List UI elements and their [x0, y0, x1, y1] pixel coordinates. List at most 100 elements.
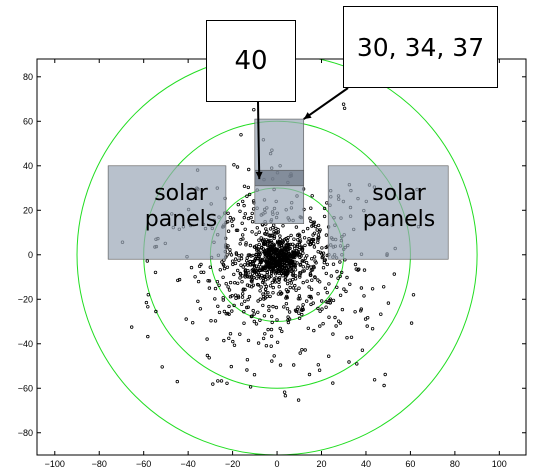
- scatter-point: [285, 294, 289, 299]
- scatter-point: [331, 381, 335, 385]
- scatter-point: [264, 227, 268, 231]
- scatter-point: [248, 385, 253, 389]
- scatter-point: [303, 243, 307, 248]
- scatter-point: [271, 304, 275, 309]
- scatter-point: [265, 273, 269, 277]
- scatter-point: [320, 246, 324, 250]
- scatter-point: [293, 283, 297, 288]
- scatter-point: [316, 306, 320, 311]
- scatter-point: [316, 278, 320, 282]
- scatter-point: [295, 252, 299, 257]
- scatter-point: [309, 219, 313, 224]
- scatter-point: [256, 341, 261, 345]
- scatter-point: [382, 383, 386, 388]
- scatter-point: [246, 338, 251, 343]
- scatter-point: [217, 310, 222, 315]
- scatter-point: [273, 251, 277, 256]
- scatter-point: [233, 261, 238, 266]
- y-tick-label: 0: [28, 250, 33, 260]
- scatter-point: [310, 278, 314, 282]
- scatter-point: [217, 283, 221, 287]
- scatter-point: [293, 268, 298, 272]
- scatter-point: [331, 262, 336, 266]
- scatter-point: [347, 360, 351, 364]
- scatter-point: [298, 351, 302, 355]
- scatter-point: [327, 298, 332, 303]
- x-tick-label: 20: [317, 459, 327, 469]
- scatter-point: [248, 275, 252, 279]
- scatter-point: [240, 233, 245, 237]
- scatter-point: [238, 276, 242, 280]
- scatter-point: [270, 359, 274, 363]
- scatter-point: [278, 269, 283, 274]
- scatter-point: [247, 192, 252, 197]
- scatter-point: [268, 267, 272, 271]
- scatter-point: [290, 266, 294, 270]
- scatter-point: [322, 214, 327, 219]
- scatter-point: [292, 363, 296, 367]
- scatter-point: [228, 215, 232, 220]
- scatter-point: [231, 339, 235, 344]
- scatter-point: [145, 259, 149, 263]
- scatter-point: [289, 233, 293, 238]
- scatter-point: [222, 263, 226, 267]
- scatter-point: [184, 317, 188, 321]
- scatter-point: [318, 324, 322, 328]
- scatter-point: [262, 314, 267, 318]
- scatter-point: [309, 296, 313, 300]
- scatter-point: [304, 260, 309, 265]
- scatter-point: [342, 287, 346, 291]
- scatter-point: [353, 262, 358, 267]
- scatter-point: [226, 311, 230, 316]
- scatter-point: [284, 302, 289, 306]
- scatter-point: [321, 322, 325, 326]
- scatter-point: [325, 290, 329, 295]
- region-solar-panel-left: [107, 165, 227, 260]
- scatter-point: [235, 165, 240, 169]
- scatter-point: [294, 309, 298, 313]
- scatter-point: [316, 292, 320, 296]
- scatter-point: [338, 293, 343, 297]
- scatter-point: [146, 305, 150, 309]
- scatter-point: [268, 233, 272, 237]
- scatter-point: [310, 268, 315, 272]
- scatter-point: [228, 295, 233, 299]
- scatter-point: [268, 227, 273, 231]
- scatter-point: [316, 233, 321, 237]
- scatter-point: [305, 299, 309, 303]
- scatter-point: [256, 256, 260, 261]
- scatter-point: [242, 203, 246, 208]
- scatter-point: [294, 274, 298, 278]
- y-tick-label: −60: [18, 383, 33, 393]
- scatter-point: [409, 321, 414, 325]
- scatter-point: [231, 262, 235, 267]
- y-tick-label: 60: [23, 116, 33, 126]
- scatter-point: [272, 236, 276, 240]
- scatter-point: [234, 228, 239, 232]
- scatter-point: [291, 286, 296, 290]
- scatter-point: [205, 353, 210, 358]
- region-solar-panel-right: [327, 165, 449, 260]
- scatter-point: [207, 286, 212, 290]
- scatter-point: [301, 303, 305, 307]
- scatter-point: [316, 236, 320, 240]
- scatter-point: [322, 260, 326, 265]
- scatter-point: [263, 282, 267, 286]
- scatter-point: [309, 273, 313, 277]
- scatter-point: [306, 326, 310, 330]
- scatter-point: [251, 199, 256, 203]
- scatter-point: [244, 259, 249, 263]
- scatter-point: [246, 297, 250, 302]
- scatter-point: [230, 223, 235, 228]
- scatter-point: [290, 255, 295, 259]
- scatter-point: [226, 285, 230, 289]
- scatter-point: [342, 106, 347, 110]
- scatter-point: [254, 322, 259, 326]
- scatter-point: [293, 246, 297, 251]
- scatter-point: [287, 243, 291, 247]
- scatter-point: [298, 239, 303, 243]
- scatter-point: [271, 285, 275, 290]
- scatter-point: [206, 279, 210, 283]
- scatter-point: [272, 229, 276, 234]
- scatter-point: [146, 293, 150, 297]
